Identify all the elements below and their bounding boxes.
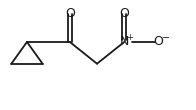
Text: −: −: [162, 33, 171, 43]
Text: N: N: [120, 35, 129, 49]
Text: O: O: [65, 7, 75, 20]
Text: O: O: [119, 7, 129, 20]
Text: O: O: [153, 35, 163, 49]
Text: +: +: [126, 33, 133, 42]
